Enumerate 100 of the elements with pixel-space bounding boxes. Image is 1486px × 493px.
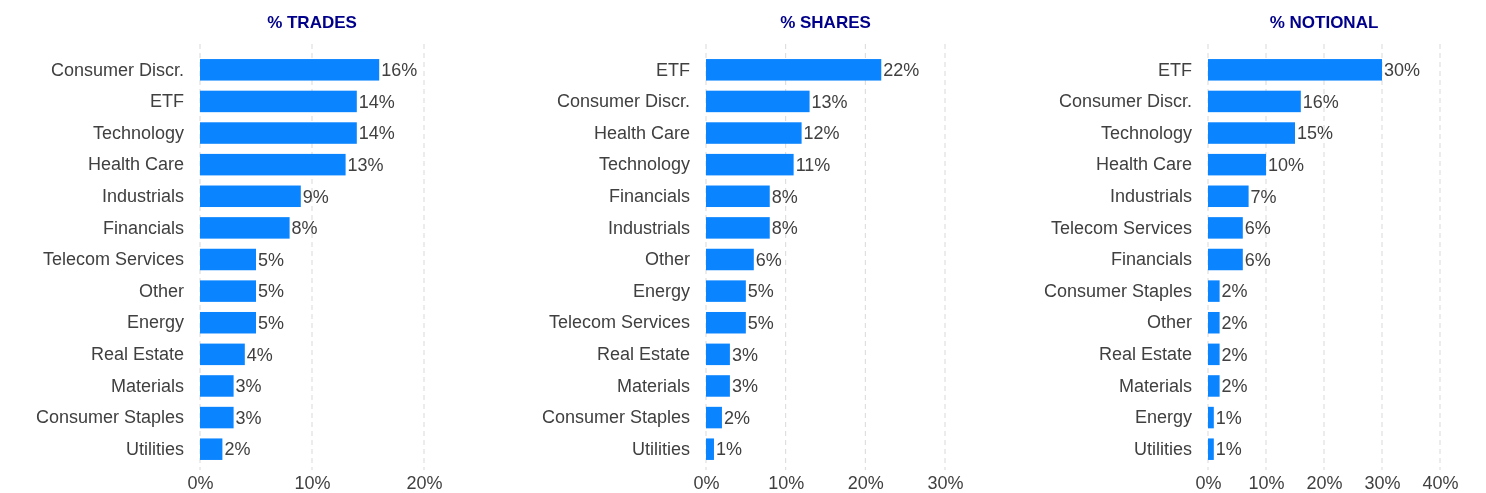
y-tick-label: Consumer Staples	[1043, 280, 1192, 301]
data-label: 3%	[235, 407, 262, 428]
y-tick-label: Materials	[1118, 375, 1192, 396]
bar	[706, 90, 810, 113]
x-tick-label: 20%	[847, 473, 884, 493]
data-label: 6%	[1244, 218, 1271, 239]
x-tick-label: 30%	[1364, 473, 1401, 493]
data-label: 14%	[358, 123, 395, 144]
bar	[706, 375, 730, 397]
data-label: 2%	[224, 439, 251, 460]
bar	[706, 217, 770, 239]
data-label: 13%	[811, 91, 848, 112]
bar	[1208, 375, 1220, 397]
y-tick-label: Real Estate	[596, 344, 690, 365]
x-tick-label: 10%	[1248, 473, 1285, 493]
data-label: 6%	[755, 249, 782, 270]
y-tick-label: Industrials	[607, 217, 690, 238]
bar	[706, 153, 794, 176]
y-tick-label: Materials	[110, 375, 184, 396]
bar	[1208, 248, 1243, 271]
y-tick-label: ETF	[1158, 59, 1192, 80]
bar	[706, 59, 882, 81]
x-tick-label: 0%	[187, 473, 214, 493]
x-tick-label: 10%	[768, 473, 805, 493]
y-tick-label: Health Care	[1095, 154, 1192, 175]
bar	[200, 438, 223, 460]
y-tick-label: Energy	[632, 280, 690, 301]
y-tick-label: Telecom Services	[1050, 217, 1192, 238]
bar	[1208, 280, 1220, 302]
bar	[200, 217, 290, 239]
y-tick-label: Materials	[616, 375, 690, 396]
y-tick-label: Energy	[126, 312, 184, 333]
data-label: 2%	[1221, 344, 1248, 365]
bar	[200, 248, 256, 271]
chart-title: % NOTIONAL	[1269, 13, 1379, 32]
y-tick-label: Financials	[102, 217, 184, 238]
bar	[200, 59, 380, 81]
bar	[1208, 217, 1243, 239]
data-label: 5%	[747, 313, 774, 334]
data-label: 16%	[1302, 91, 1339, 112]
data-label: 14%	[358, 91, 395, 112]
bar	[200, 311, 256, 334]
x-tick-label: 0%	[1195, 473, 1222, 493]
x-tick-label: 0%	[693, 473, 720, 493]
y-tick-label: Utilities	[631, 438, 690, 459]
y-tick-label: Industrials	[1109, 186, 1192, 207]
bar	[706, 248, 754, 271]
chart-title: % SHARES	[780, 13, 871, 32]
y-tick-label: Technology	[598, 154, 690, 175]
bar	[1208, 122, 1295, 144]
y-tick-label: Technology	[92, 122, 184, 143]
chart-title: % TRADES	[267, 13, 357, 32]
x-tick-label: 20%	[406, 473, 443, 493]
x-tick-label: 20%	[1306, 473, 1343, 493]
data-label: 4%	[246, 344, 273, 365]
bar	[1208, 343, 1220, 366]
y-tick-label: ETF	[150, 91, 184, 112]
bar	[1208, 311, 1220, 334]
data-label: 1%	[715, 439, 742, 460]
bar	[1208, 406, 1214, 429]
y-tick-label: Energy	[1134, 407, 1192, 428]
data-label: 13%	[347, 154, 384, 175]
bar	[200, 375, 234, 397]
y-tick-label: Financials	[608, 186, 690, 207]
data-label: 30%	[1384, 60, 1421, 81]
y-tick-label: Consumer Discr.	[50, 59, 184, 80]
bar	[200, 185, 301, 208]
y-tick-label: Health Care	[87, 154, 184, 175]
data-label: 3%	[731, 344, 758, 365]
y-tick-label: Telecom Services	[548, 312, 690, 333]
y-tick-label: Telecom Services	[42, 249, 184, 270]
data-label: 3%	[235, 376, 262, 397]
y-tick-label: Consumer Staples	[541, 407, 690, 428]
data-label: 11%	[795, 154, 831, 175]
data-label: 1%	[1215, 407, 1242, 428]
bar	[706, 343, 730, 366]
bar	[706, 185, 770, 208]
data-label: 8%	[771, 218, 798, 239]
y-tick-label: Industrials	[101, 186, 184, 207]
data-label: 2%	[723, 407, 750, 428]
bar	[200, 280, 256, 302]
y-tick-label: Other	[138, 280, 184, 301]
data-label: 2%	[1221, 313, 1248, 334]
bar	[1208, 438, 1214, 460]
data-label: 2%	[1221, 281, 1248, 302]
data-label: 12%	[803, 123, 840, 144]
data-label: 5%	[258, 313, 285, 334]
bar	[1208, 185, 1249, 208]
y-tick-label: Real Estate	[90, 344, 184, 365]
data-label: 5%	[258, 281, 285, 302]
x-tick-label: 30%	[927, 473, 964, 493]
bar	[706, 438, 714, 460]
y-tick-label: Real Estate	[1098, 344, 1192, 365]
y-tick-label: ETF	[656, 59, 690, 80]
data-label: 5%	[258, 249, 285, 270]
y-tick-label: Technology	[1100, 122, 1192, 143]
bar	[706, 122, 802, 144]
bar	[200, 90, 357, 113]
data-label: 8%	[291, 218, 318, 239]
bar	[706, 280, 746, 302]
